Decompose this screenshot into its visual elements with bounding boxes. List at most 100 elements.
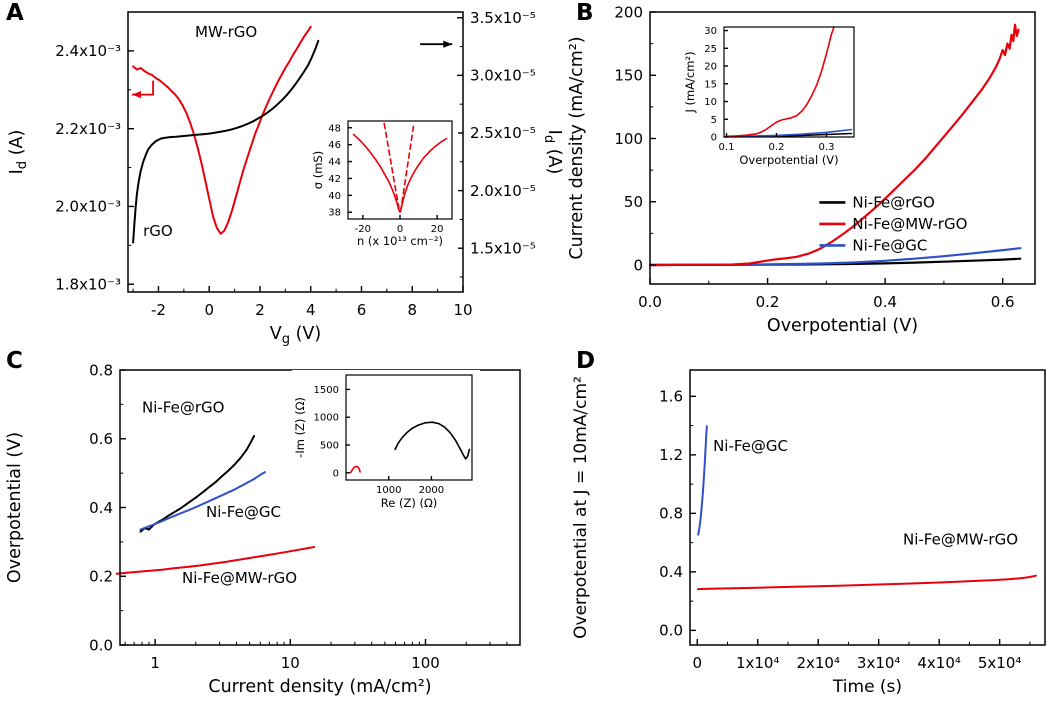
axis-frame	[723, 26, 855, 138]
inset-chart: 1000 2000 0 500 1000 1500 Re (Z) (Ω) -Im (Z) (Ω…	[292, 370, 480, 518]
series-ni-fe-gc	[697, 425, 708, 536]
panel-c-tafel-plots-chart: 1 10 100 0.0 0.2 0.4 0.6 0.8 Current density (mA…	[5, 361, 521, 697]
series-fit-left	[383, 122, 401, 213]
x-tick-label: 1000	[376, 485, 401, 496]
y-tick-label: 5	[711, 115, 717, 126]
x-tick-label: 0.2	[756, 293, 780, 311]
y-tick-label: 1.6	[659, 388, 683, 406]
panel-d-stability-chart: 0 1x10⁴ 2x10⁴ 3x10⁴ 4x10⁴ 5x10⁴ 0.0 0.4 0.8 1.2 1.…	[571, 369, 1046, 697]
y-tick-label: 46	[328, 140, 341, 151]
y2-axis-title: Id (A)	[541, 130, 564, 175]
x-tick-label: 0.6	[991, 293, 1015, 311]
x-axis-title: Current density (mA/cm²)	[208, 677, 431, 697]
legend-label-ni-fe-gc: Ni-Fe@GC	[852, 237, 927, 255]
annotation-rgo: rGO	[143, 222, 173, 240]
series-group	[648, 23, 1022, 267]
series-group	[725, 26, 853, 138]
x-tick-label: 0	[692, 654, 702, 672]
x-tick-label: 2x10⁴	[796, 654, 840, 672]
y-tick-label: 0.2	[89, 568, 113, 586]
axis-frame	[127, 11, 464, 293]
x-tick-label: 0.4	[873, 293, 897, 311]
y-tick-label: 0.4	[89, 499, 113, 517]
panel-label-d: D	[576, 348, 596, 374]
axis-arrowhead	[132, 91, 142, 99]
legend: Ni-Fe@rGO Ni-Fe@MW-rGO Ni-Fe@GC	[819, 194, 967, 255]
series-conductivity	[352, 133, 448, 213]
x-tick-label: 2	[255, 301, 265, 319]
y-tick-label: 38	[328, 208, 341, 219]
x-axis-title: Overpotential (V)	[739, 153, 838, 167]
y-tick-label: 0.8	[89, 361, 113, 379]
x-axis-title: Overpotential (V)	[767, 316, 918, 336]
y-axis-title: Id (A)	[7, 130, 30, 175]
series-group	[349, 421, 471, 474]
series-fit-right	[399, 122, 415, 213]
y-tick-label: 2.2x10⁻³	[55, 120, 121, 138]
y-tick-label: 1.2	[659, 446, 683, 464]
axis-frame	[345, 374, 473, 481]
y-tick-label: 1.5x10⁻⁵	[470, 239, 536, 257]
x-axis-title: Time (s)	[832, 677, 902, 697]
x-tick-label: 0.3	[819, 142, 835, 153]
y-axis-title: Overpotential at J = 10mA/cm²	[571, 376, 591, 639]
x-tick-label: 0	[397, 224, 403, 235]
y-tick-label: 0.0	[89, 636, 113, 654]
x-tick-label: 2000	[419, 485, 444, 496]
y-tick-label: 10	[704, 97, 717, 108]
series-ni-fe-gc	[725, 128, 853, 138]
axes: 0.1 0.2 0.3 0 5 10 15 20 25 30	[704, 26, 834, 153]
y-axis-title: J (mA/cm²)	[683, 51, 697, 113]
panel-a-transfer-curves-chart: -2 0 2 4 6 8 101.8x10⁻³2.0x10⁻³2.2x10⁻³2.4x10⁻…	[7, 9, 564, 347]
axes: 1000 2000 0 500 1000 1500	[314, 385, 445, 496]
x-tick-label: 10	[453, 301, 472, 319]
x-tick-label: 0	[204, 301, 214, 319]
y-tick-label: 200	[614, 3, 643, 21]
x-tick-label: 4	[306, 301, 316, 319]
y-tick-label: 48	[328, 123, 341, 134]
y-tick-label: 3.5x10⁻⁵	[470, 9, 536, 27]
series-ni-fe-mw-rgo	[725, 26, 835, 138]
annotation-ni-fe-mw-rgo: Ni-Fe@MW-rGO	[182, 569, 297, 587]
series-group	[132, 25, 320, 244]
annotation-mw-rgo: MW-rGO	[195, 23, 257, 41]
panel-label-a: A	[6, 0, 24, 26]
series-ni-fe-gc	[139, 471, 266, 531]
series-mw-rgo	[132, 25, 312, 235]
y-tick-label: 50	[624, 193, 643, 211]
x-tick-label: 6	[357, 301, 367, 319]
y-tick-label: 0	[633, 256, 643, 274]
series-ni-fe-rgo-nyquist	[394, 421, 471, 460]
y-axis-title: -Im (Z) (Ω)	[293, 397, 307, 458]
axis-frame	[689, 369, 1046, 646]
y-axis-title: Overpotential (V)	[5, 432, 25, 583]
annotation-ni-fe-rgo: Ni-Fe@rGO	[142, 399, 224, 417]
x-tick-label: 0.1	[719, 142, 735, 153]
annotation-ni-fe-gc: Ni-Fe@GC	[713, 437, 788, 455]
axis-frame	[649, 11, 1036, 285]
y-tick-label: 40	[328, 191, 341, 202]
y-tick-label: 0	[333, 468, 339, 479]
series-ni-fe-mw-rgo	[648, 23, 1020, 267]
y-tick-label: 500	[320, 441, 339, 452]
inset-chart: 0.1 0.2 0.3 0 5 10 15 20 25 30 Overpotential (V) J …	[683, 22, 862, 182]
series-group	[696, 425, 1037, 591]
x-tick-label: 100	[411, 654, 440, 672]
series-group	[115, 435, 316, 575]
y-tick-label: 1500	[314, 385, 339, 396]
x-tick-label: 0.0	[638, 293, 662, 311]
y-tick-label: 2.0x10⁻³	[55, 198, 121, 216]
panel-label-c: C	[6, 348, 23, 374]
series-ni-fe-gc	[648, 247, 1022, 267]
legend-label-ni-fe-mw-rgo: Ni-Fe@MW-rGO	[852, 215, 967, 233]
y-tick-label: 25	[704, 44, 717, 55]
x-tick-label: 0.2	[769, 142, 785, 153]
y-tick-label: 30	[704, 26, 717, 37]
panel-label-b: B	[576, 0, 594, 26]
annotation-ni-fe-gc: Ni-Fe@GC	[206, 503, 281, 521]
axis-arrowhead	[443, 40, 453, 48]
x-tick-label: 3x10⁴	[857, 654, 901, 672]
x-axis-title: Re (Z) (Ω)	[381, 496, 437, 510]
y-tick-label: 100	[614, 130, 643, 148]
